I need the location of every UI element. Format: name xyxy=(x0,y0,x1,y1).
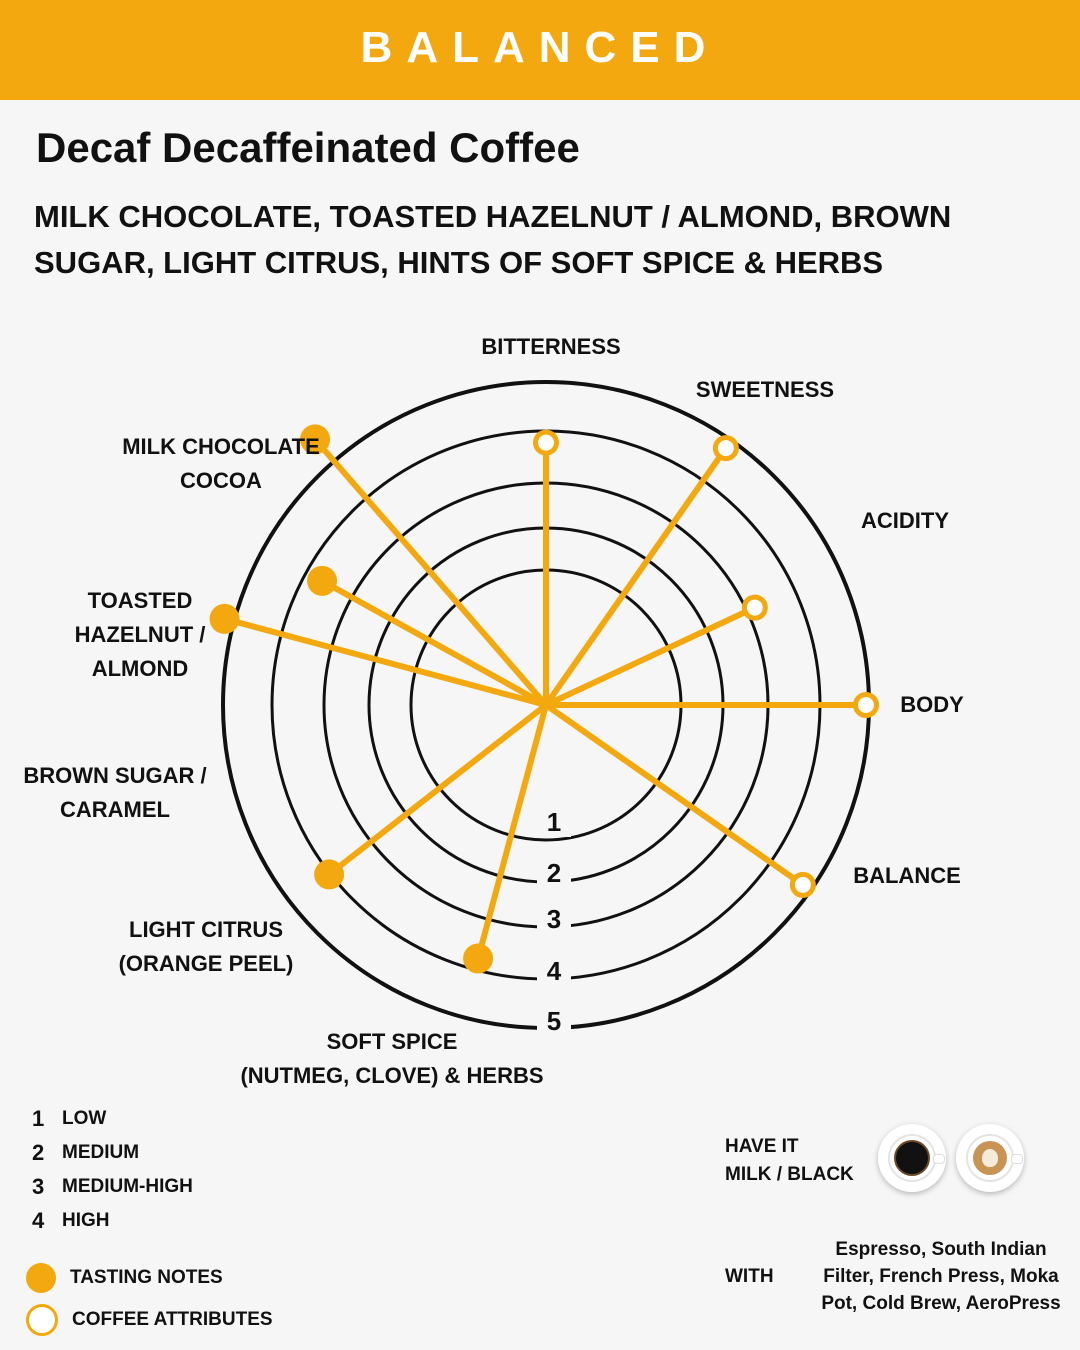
legend-label: TASTING NOTES xyxy=(70,1267,223,1288)
milk-black-line: MILK / BLACK xyxy=(725,1164,854,1185)
spoke-toasted-hazelnut xyxy=(319,577,549,708)
marker-milk-chocolate xyxy=(300,424,331,455)
with-label: WITH xyxy=(725,1266,774,1287)
product-title: Decaf Decaffeinated Coffee xyxy=(36,124,580,171)
ring-label-bg xyxy=(537,1008,571,1036)
spoke-light-citrus xyxy=(326,702,549,878)
legend-tasting-notes: TASTING NOTES xyxy=(26,1258,273,1298)
axis-label-soft-spice: SOFT SPICE (NUTMEG, CLOVE) & HERBS xyxy=(240,1029,543,1088)
ring-label: 3 xyxy=(547,904,561,934)
axis-label-light-citrus: LIGHT CITRUS (ORANGE PEEL) xyxy=(119,917,294,976)
ring-label-bg xyxy=(537,906,571,934)
scale-label: HIGH xyxy=(62,1210,110,1231)
axis-label-balance: BALANCE xyxy=(853,863,961,888)
ring-label-bg xyxy=(537,958,571,986)
axis-label-brown-sugar: BROWN SUGAR / CARAMEL xyxy=(23,763,206,822)
spoke-acidity xyxy=(543,604,758,708)
scale-label: MEDIUM xyxy=(62,1142,140,1163)
spoke-milk-chocolate xyxy=(312,436,549,708)
ring-label-bg xyxy=(537,860,571,888)
scale-number: 3 xyxy=(32,1174,45,1199)
latte-icon xyxy=(956,1124,1024,1192)
scale-number: 2 xyxy=(32,1140,45,1165)
axis-label-bitterness: BITTERNESS xyxy=(481,334,620,359)
spoke-sweetness xyxy=(543,445,729,708)
marker-bitterness xyxy=(533,429,559,456)
marker-light-citrus xyxy=(314,859,345,890)
spoke-brown-sugar xyxy=(221,615,549,708)
scale-label: LOW xyxy=(62,1108,107,1129)
axis-label-acidity: ACIDITY xyxy=(861,508,949,533)
scale-legend: 1 LOW 2 MEDIUM 3 MEDIUM-HIGH 4 HIGH xyxy=(32,1102,193,1238)
scale-legend-item: 2 MEDIUM xyxy=(32,1136,193,1170)
ring-label: 4 xyxy=(547,956,562,986)
marker-balance xyxy=(789,871,816,898)
serving-icons xyxy=(878,1124,1024,1192)
ring-label-bg xyxy=(537,809,571,837)
scale-number: 1 xyxy=(32,1106,45,1131)
ring-label: 5 xyxy=(547,1006,561,1036)
marker-brown-sugar xyxy=(209,603,240,634)
ring-label: 2 xyxy=(547,858,561,888)
axis-label-sweetness: SWEETNESS xyxy=(696,377,834,402)
scale-label: MEDIUM-HIGH xyxy=(62,1176,193,1197)
marker-legend: TASTING NOTES COFFEE ATTRIBUTES xyxy=(26,1258,273,1342)
marker-soft-spice xyxy=(463,943,494,974)
axis-label-body: BODY xyxy=(900,692,964,717)
legend-coffee-attributes: COFFEE ATTRIBUTES xyxy=(26,1300,273,1340)
header-banner: BALANCED xyxy=(0,0,1080,100)
marker-sweetness xyxy=(712,435,739,462)
spoke-balance xyxy=(543,702,806,888)
filled-dot-icon xyxy=(26,1263,56,1293)
black-coffee-icon xyxy=(878,1124,946,1192)
axis-label-milk-chocolate: MILK CHOCOLATE COCOA xyxy=(122,434,320,493)
marker-acidity xyxy=(741,594,768,621)
scale-legend-item: 4 HIGH xyxy=(32,1204,193,1238)
scale-number: 4 xyxy=(32,1208,45,1233)
axis-label-toasted-hazelnut: TOASTED HAZELNUT / ALMOND xyxy=(75,588,206,681)
have-it-label: HAVE IT MILK / BLACK xyxy=(725,1133,854,1189)
have-it-line: HAVE IT xyxy=(725,1136,799,1157)
brew-methods: Espresso, South Indian Filter, French Pr… xyxy=(821,1239,1061,1314)
legend-label: COFFEE ATTRIBUTES xyxy=(72,1309,273,1330)
hollow-dot-icon xyxy=(26,1304,58,1336)
ring-label: 1 xyxy=(547,807,561,837)
scale-legend-item: 1 LOW xyxy=(32,1102,193,1136)
roast-profile-label: BALANCED xyxy=(360,23,720,72)
marker-toasted-hazelnut xyxy=(307,565,338,596)
spoke-soft-spice xyxy=(475,702,549,962)
scale-legend-item: 3 MEDIUM-HIGH xyxy=(32,1170,193,1204)
tasting-notes-summary: MILK CHOCOLATE, TOASTED HAZELNUT / ALMON… xyxy=(34,199,952,280)
marker-body xyxy=(853,692,879,718)
